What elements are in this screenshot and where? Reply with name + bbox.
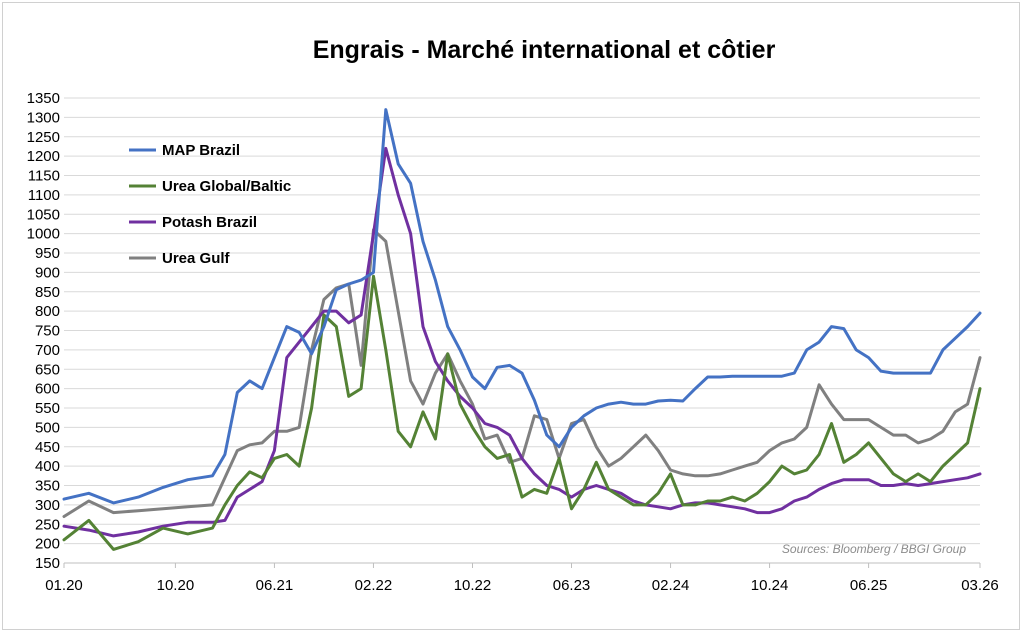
y-tick-label: 450 [35, 439, 60, 456]
y-tick-label: 1250 [27, 129, 60, 146]
y-tick-label: 500 [35, 419, 60, 436]
x-tick-label: 10.24 [751, 577, 789, 594]
y-tick-label: 1350 [27, 90, 60, 107]
y-tick-label: 200 [35, 536, 60, 553]
y-tick-label: 350 [35, 478, 60, 495]
y-tick-label: 1100 [28, 187, 60, 204]
x-tick-label: 06.23 [553, 577, 591, 594]
series-line-potash-brazil [62, 146, 982, 538]
y-tick-label: 600 [35, 381, 60, 398]
y-tick-label: 750 [35, 323, 60, 340]
y-tick-label: 900 [35, 264, 60, 281]
y-tick-label: 400 [35, 458, 60, 475]
y-axis: 150 200 250 300 350 400 450 500 550 600 650 700 750 8… [27, 90, 60, 572]
y-tick-label: 550 [35, 400, 60, 417]
y-tick-label: 850 [35, 284, 60, 301]
y-tick-label: 800 [35, 303, 60, 320]
x-tick-label: 10.20 [157, 577, 195, 594]
chart-title: Engrais - Marché international et côtier [313, 36, 776, 64]
y-tick-label: 650 [35, 361, 60, 378]
legend-label: Urea Gulf [162, 250, 231, 267]
y-tick-label: 1150 [28, 168, 60, 185]
legend-label: Potash Brazil [162, 214, 257, 231]
source-note: Sources: Bloomberg / BBGI Group [782, 542, 966, 556]
series-lines [62, 108, 982, 551]
x-tick-label: 02.24 [652, 577, 690, 594]
x-tick-label: 10.22 [454, 577, 492, 594]
x-tick-label: 06.21 [256, 577, 294, 594]
legend-label: Urea Global/Baltic [162, 178, 291, 195]
y-tick-label: 700 [35, 342, 60, 359]
y-tick-label: 150 [35, 555, 60, 572]
y-tick-label: 250 [35, 516, 60, 533]
series-line-map-brazil [62, 108, 982, 505]
y-tick-label: 1300 [27, 109, 60, 126]
x-tick-label: 03.26 [961, 577, 999, 594]
series-line-urea-global-baltic [62, 274, 982, 551]
y-tick-label: 950 [35, 245, 60, 262]
legend: MAP Brazil Urea Global/Baltic Potash Brazi… [129, 142, 291, 267]
y-tick-label: 300 [35, 497, 60, 514]
x-tick-label: 06.25 [850, 577, 888, 594]
x-axis: 01.20 10.20 06.21 02.22 10.22 06.23 02.24 10.24… [45, 562, 999, 594]
legend-label: MAP Brazil [162, 142, 240, 159]
x-tick-label: 02.22 [355, 577, 393, 594]
y-tick-label: 1200 [27, 148, 60, 165]
y-tick-label: 1000 [27, 226, 60, 243]
y-tick-label: 1050 [27, 206, 60, 223]
x-tick-label: 01.20 [45, 577, 83, 594]
